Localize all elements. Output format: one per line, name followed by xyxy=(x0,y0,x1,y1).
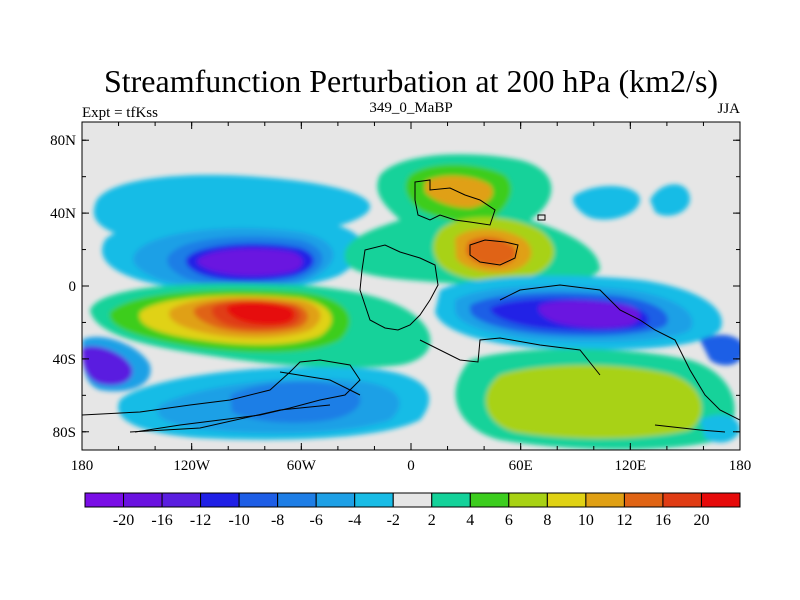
colorbar-swatch xyxy=(392,492,433,508)
y-tick-label: 80S xyxy=(53,425,76,441)
x-tick-label: 0 xyxy=(407,458,415,474)
colorbar-label: 4 xyxy=(466,512,474,529)
colorbar-swatch xyxy=(200,492,240,508)
colorbar-label: -12 xyxy=(190,512,211,529)
colorbar-swatch xyxy=(508,492,548,508)
colorbar-swatch xyxy=(84,492,125,508)
x-tick-label: 60W xyxy=(287,458,317,474)
colorbar: -20 -16 -12 -10 -8 -6 -4 -2 2 4 6 8 10 12 16 20 xyxy=(84,492,741,529)
colorbar-label: -6 xyxy=(310,512,323,529)
colorbar-swatch xyxy=(585,492,625,508)
colorbar-swatch xyxy=(315,492,356,508)
colorbar-label: -20 xyxy=(113,512,134,529)
x-tick-label: 120W xyxy=(173,458,211,474)
chart-title: Streamfunction Perturbation at 200 hPa (… xyxy=(104,63,718,99)
subtitle-center: 349_0_MaBP xyxy=(369,100,452,116)
colorbar-label: 10 xyxy=(578,512,594,529)
colorbar-swatch xyxy=(161,492,202,508)
y-tick-label: 40N xyxy=(50,206,76,222)
x-tick-label: 120E xyxy=(614,458,646,474)
colorbar-label: -10 xyxy=(228,512,249,529)
colorbar-label: -4 xyxy=(348,512,361,529)
subtitle-right: JJA xyxy=(717,101,740,117)
subtitle-left: Expt = tfKss xyxy=(82,105,158,121)
colorbar-label: -16 xyxy=(151,512,172,529)
y-tick-label: 40S xyxy=(53,352,76,368)
colorbar-label: 2 xyxy=(428,512,436,529)
y-axis: 80N 40N 0 40S 80S xyxy=(50,133,740,441)
colorbar-swatch xyxy=(546,492,587,508)
colorbar-label: 12 xyxy=(616,512,632,529)
y-tick-label: 0 xyxy=(69,279,77,295)
colorbar-swatch xyxy=(238,492,279,508)
colorbar-label: 6 xyxy=(505,512,513,529)
colorbar-label: -2 xyxy=(387,512,400,529)
coastlines xyxy=(82,179,740,433)
contour-field xyxy=(82,122,740,450)
colorbar-label: 20 xyxy=(693,512,709,529)
colorbar-swatch xyxy=(469,492,510,508)
colorbar-label: -8 xyxy=(271,512,284,529)
x-axis: 180 120W 60W 0 60E 120E 180 xyxy=(71,122,752,474)
colorbar-swatch xyxy=(123,492,163,508)
x-tick-label: 60E xyxy=(509,458,533,474)
colorbar-label: 16 xyxy=(655,512,671,529)
colorbar-swatch xyxy=(277,492,317,508)
x-tick-label: 180 xyxy=(71,458,94,474)
x-tick-label: 180 xyxy=(729,458,752,474)
y-tick-label: 80N xyxy=(50,133,76,149)
colorbar-swatch xyxy=(662,492,702,508)
colorbar-swatch xyxy=(623,492,664,508)
colorbar-swatch xyxy=(700,492,741,508)
colorbar-swatch xyxy=(431,492,471,508)
colorbar-label: 8 xyxy=(543,512,551,529)
colorbar-swatch xyxy=(354,492,394,508)
